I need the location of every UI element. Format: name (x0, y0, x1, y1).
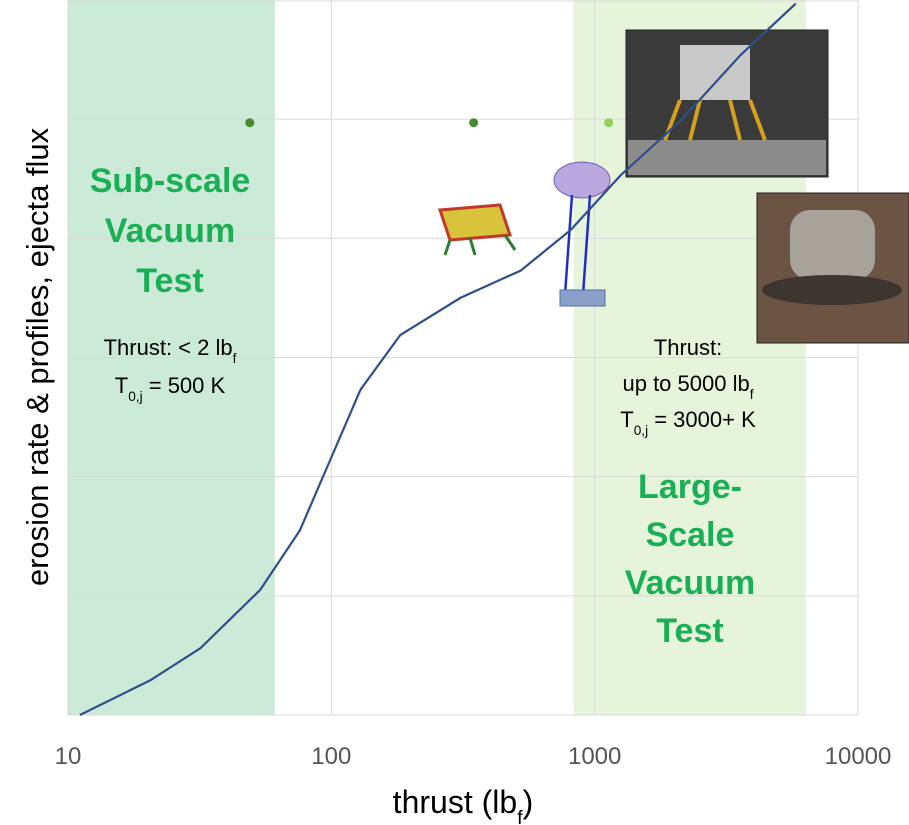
x-tick-label: 10 (55, 743, 82, 770)
text-part: up to 5000 lb (622, 371, 749, 396)
text-part: Sub-scale (90, 162, 251, 200)
text-part: Test (656, 612, 723, 650)
text-part: = 500 K (143, 373, 226, 398)
text-part: T (620, 407, 633, 432)
text-part: f (750, 387, 754, 402)
text-part: Thrust: < 2 lb (104, 335, 233, 360)
test-rig-small (440, 205, 510, 240)
x-tick-label: 1000 (568, 743, 621, 770)
text-part: = 3000+ K (648, 407, 756, 432)
point (604, 118, 613, 127)
annotation-line: Sub-scale (90, 162, 251, 200)
chart: 10100100010000thrust (lbf)erosion rate &… (0, 0, 909, 825)
text-part: 0,j (634, 423, 648, 438)
text-part: thrust (lb (393, 784, 517, 820)
annotation-line: Test (656, 612, 723, 650)
y-axis-label: erosion rate & profiles, ejecta flux (20, 127, 55, 586)
annotation-line: Large- (638, 468, 742, 506)
annotation-line: Vacuum (625, 564, 755, 602)
annotation-line: Vacuum (105, 212, 235, 250)
parachute (554, 162, 610, 198)
text-part: Vacuum (625, 564, 755, 602)
text-part: Scale (646, 516, 735, 554)
text-part: Vacuum (105, 212, 235, 250)
text-part: Test (136, 262, 203, 300)
annotation-line: Test (136, 262, 203, 300)
point (245, 118, 254, 127)
x-tick-label: 100 (311, 743, 351, 770)
mars-base (762, 275, 902, 305)
x-tick-label: 10000 (825, 743, 892, 770)
lunar-ground (628, 140, 826, 175)
rover (560, 290, 605, 306)
point (469, 118, 478, 127)
annotation-line: Thrust: (654, 335, 722, 360)
text-part: ) (523, 784, 534, 820)
mars-habitat (790, 210, 875, 280)
annotation-line: Scale (646, 516, 735, 554)
text-part: T (115, 373, 128, 398)
text-part: Large- (638, 468, 742, 506)
text-part: 0,j (128, 389, 142, 404)
text-part: f (233, 351, 237, 366)
x-axis-label: thrust (lbf) (393, 784, 534, 825)
text-part: Thrust: (654, 335, 722, 360)
lander-body (680, 45, 750, 100)
